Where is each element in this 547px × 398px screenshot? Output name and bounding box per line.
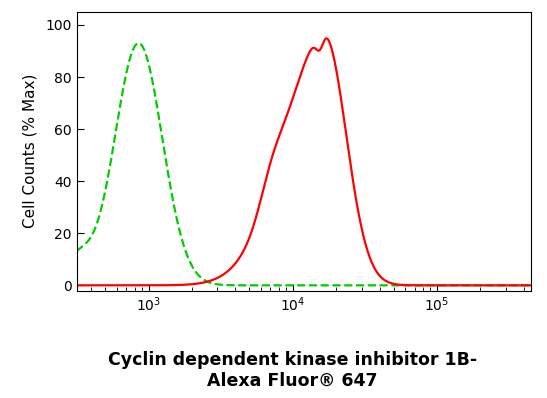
Text: Cyclin dependent kinase inhibitor 1B-
Alexa Fluor® 647: Cyclin dependent kinase inhibitor 1B- Al… xyxy=(108,351,478,390)
Y-axis label: Cell Counts (% Max): Cell Counts (% Max) xyxy=(22,74,37,228)
